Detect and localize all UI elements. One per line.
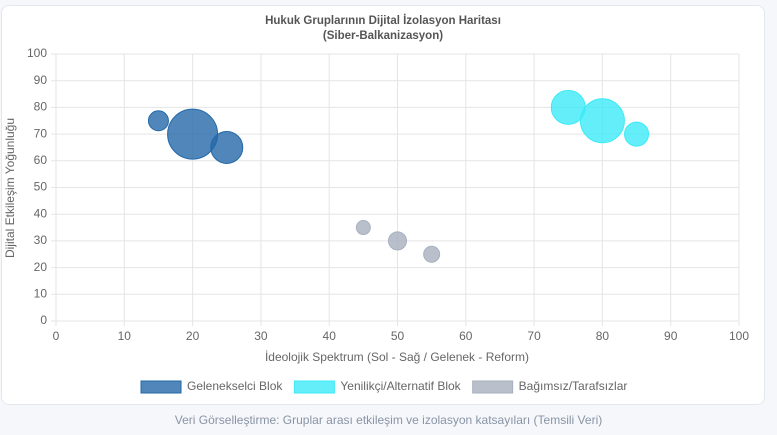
x-tick-label: 80 [596,329,610,343]
footer-note: Veri Görselleştirme: Gruplar arası etkil… [174,413,603,427]
x-tick-label: 90 [664,329,678,343]
bubble [210,130,244,164]
y-tick-label: 60 [34,153,48,167]
y-tick-label: 50 [34,180,48,194]
x-axis-label: İdeolojik Spektrum (Sol - Sağ / Gelenek … [265,350,529,364]
x-tick-label: 20 [186,329,200,343]
x-tick-label: 60 [459,329,473,343]
legend-swatch [472,380,514,394]
chart-card [1,5,765,405]
x-tick-label: 40 [323,329,337,343]
legend-label: Bağımsız/Tarafsızlar [519,379,628,393]
x-tick-label: 0 [53,329,60,343]
y-tick-label: 70 [34,126,48,140]
y-tick-label: 80 [34,100,48,114]
y-tick-label: 90 [34,73,48,87]
bubble [624,121,650,147]
bubble [355,220,371,236]
x-tick-label: 70 [527,329,541,343]
y-tick-label: 10 [34,286,48,300]
bubble [167,108,219,160]
legend-swatch [293,380,335,394]
chart-title: Hukuk Gruplarının Dijital İzolasyon Hari… [265,14,501,27]
bubble [423,245,441,263]
x-tick-label: 10 [118,329,132,343]
legend-label: Yenilikçi/Alternatif Blok [340,379,461,393]
bubble [388,231,407,251]
x-tick-label: 50 [391,329,405,343]
legend-label: Gelenekselci Blok [187,379,283,393]
chart-subtitle: (Siber-Balkanizasyon) [323,30,443,42]
x-tick-label: 100 [729,329,749,343]
legend-swatch [140,380,182,394]
bubble [579,98,625,144]
y-tick-label: 30 [34,233,48,247]
y-tick-label: 20 [34,260,48,274]
y-tick-label: 100 [27,46,47,60]
chart: Hukuk Gruplarının Dijital İzolasyon Hari… [3,14,749,394]
bubble [147,110,169,132]
y-axis-label: Dijital Etkileşim Yoğunluğu [3,118,17,258]
x-tick-label: 30 [254,329,268,343]
y-tick-label: 40 [34,206,48,220]
y-tick-label: 0 [40,313,47,327]
